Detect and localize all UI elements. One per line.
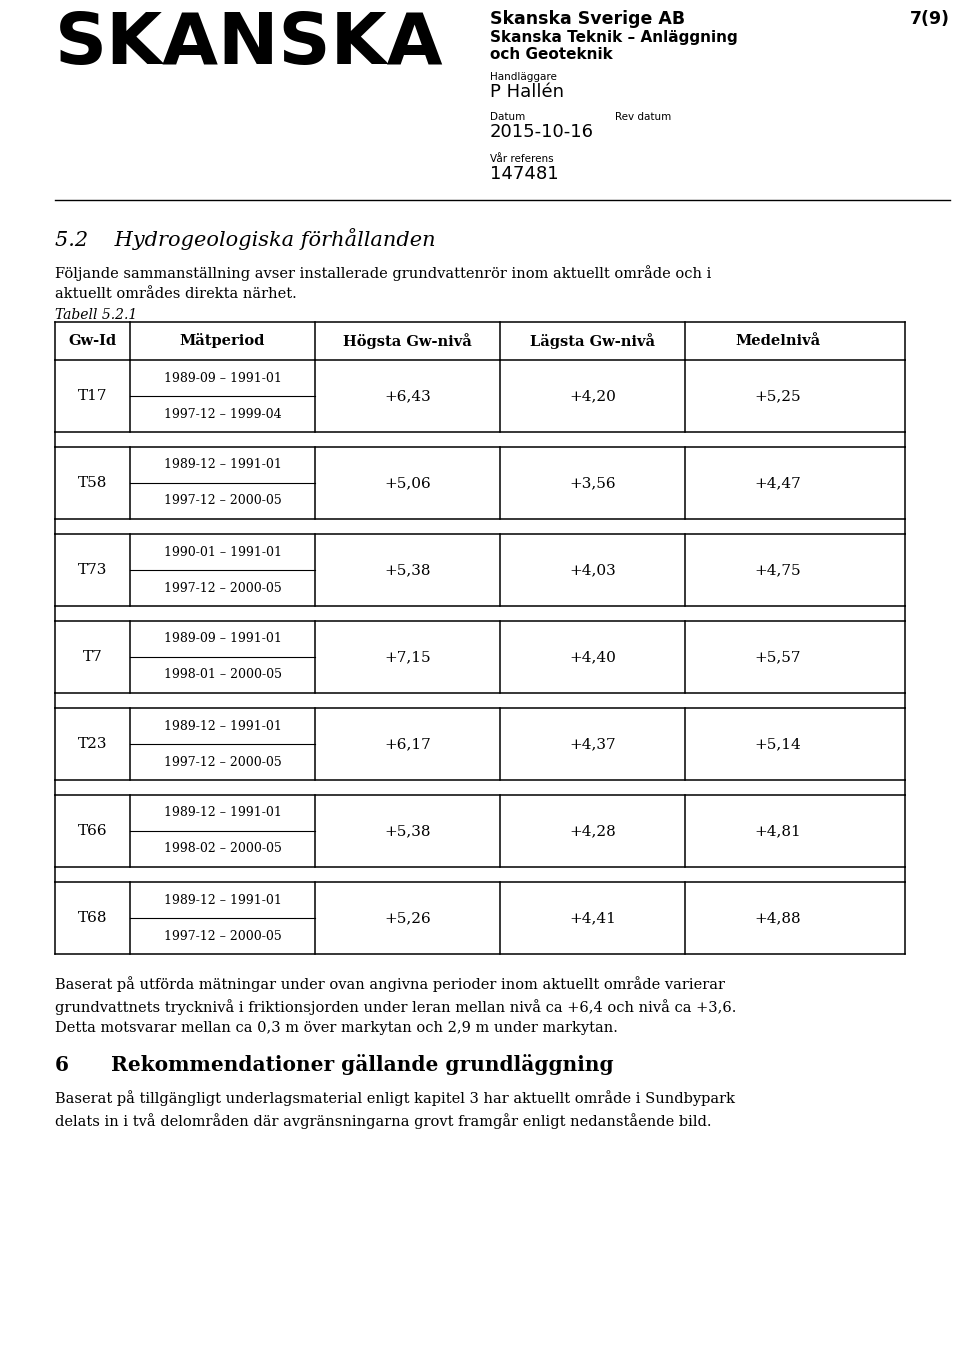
Text: +5,38: +5,38: [384, 563, 431, 578]
Text: P Hallén: P Hallén: [490, 83, 564, 101]
Text: 1997-12 – 1999-04: 1997-12 – 1999-04: [164, 408, 281, 420]
Text: och Geoteknik: och Geoteknik: [490, 48, 612, 63]
Text: 1989-12 – 1991-01: 1989-12 – 1991-01: [163, 458, 281, 472]
Text: 5.2    Hydrogeologiska förhållanden: 5.2 Hydrogeologiska förhållanden: [55, 228, 436, 250]
Text: Baserat på utförda mätningar under ovan angivna perioder inom aktuellt område va: Baserat på utförda mätningar under ovan …: [55, 976, 736, 1036]
Text: 1989-12 – 1991-01: 1989-12 – 1991-01: [163, 719, 281, 733]
Text: +6,17: +6,17: [384, 737, 431, 752]
Text: Medelnivå: Medelnivå: [735, 334, 820, 348]
Text: +4,20: +4,20: [569, 389, 616, 404]
Text: +4,28: +4,28: [569, 824, 616, 839]
Text: +4,40: +4,40: [569, 650, 616, 665]
Text: 1989-09 – 1991-01: 1989-09 – 1991-01: [163, 632, 281, 646]
Text: +4,81: +4,81: [755, 824, 801, 839]
Text: +4,88: +4,88: [755, 911, 801, 925]
Text: 1997-12 – 2000-05: 1997-12 – 2000-05: [163, 930, 281, 943]
Text: +4,37: +4,37: [569, 737, 615, 752]
Text: 1989-09 – 1991-01: 1989-09 – 1991-01: [163, 371, 281, 385]
Text: Vår referens: Vår referens: [490, 154, 554, 164]
Text: +5,14: +5,14: [755, 737, 801, 752]
Text: Lägsta Gw-nivå: Lägsta Gw-nivå: [530, 333, 655, 349]
Text: Högsta Gw-nivå: Högsta Gw-nivå: [343, 333, 472, 349]
Text: +4,03: +4,03: [569, 563, 616, 578]
Text: +4,75: +4,75: [755, 563, 801, 578]
Text: T66: T66: [78, 824, 108, 839]
Text: 1997-12 – 2000-05: 1997-12 – 2000-05: [163, 495, 281, 507]
Text: +5,38: +5,38: [384, 824, 431, 839]
Text: Skanska Teknik – Anläggning: Skanska Teknik – Anläggning: [490, 30, 737, 45]
Text: T73: T73: [78, 563, 108, 578]
Text: T68: T68: [78, 911, 108, 925]
Text: Handläggare: Handläggare: [490, 72, 557, 82]
Text: 1997-12 – 2000-05: 1997-12 – 2000-05: [163, 756, 281, 768]
Text: +3,56: +3,56: [569, 476, 615, 491]
Text: 1990-01 – 1991-01: 1990-01 – 1991-01: [163, 545, 281, 559]
Text: +5,26: +5,26: [384, 911, 431, 925]
Text: Följande sammanställning avser installerade grundvattenrör inom aktuellt område : Följande sammanställning avser installer…: [55, 265, 711, 300]
Text: 1989-12 – 1991-01: 1989-12 – 1991-01: [163, 893, 281, 906]
Text: 1989-12 – 1991-01: 1989-12 – 1991-01: [163, 806, 281, 819]
Text: T17: T17: [78, 389, 108, 404]
Text: +5,57: +5,57: [755, 650, 801, 665]
Text: Gw-Id: Gw-Id: [68, 334, 116, 348]
Text: Mätperiod: Mätperiod: [180, 333, 265, 348]
Text: SKANSKA: SKANSKA: [55, 10, 444, 79]
Text: Datum: Datum: [490, 111, 525, 122]
Text: 2015-10-16: 2015-10-16: [490, 124, 594, 141]
Text: T58: T58: [78, 476, 108, 491]
Text: Skanska Sverige AB: Skanska Sverige AB: [490, 10, 685, 29]
Text: +4,41: +4,41: [569, 911, 616, 925]
Text: 1997-12 – 2000-05: 1997-12 – 2000-05: [163, 582, 281, 594]
Text: +7,15: +7,15: [384, 650, 431, 665]
Text: +5,25: +5,25: [755, 389, 801, 404]
Text: Rev datum: Rev datum: [615, 111, 671, 122]
Text: +5,06: +5,06: [384, 476, 431, 491]
Text: Tabell 5.2.1: Tabell 5.2.1: [55, 308, 137, 322]
Text: 147481: 147481: [490, 164, 559, 183]
Text: T7: T7: [83, 650, 103, 665]
Text: 1998-01 – 2000-05: 1998-01 – 2000-05: [163, 669, 281, 681]
Text: T23: T23: [78, 737, 108, 752]
Text: +4,47: +4,47: [755, 476, 801, 491]
Text: 6      Rekommendationer gällande grundläggning: 6 Rekommendationer gällande grundläggnin…: [55, 1055, 613, 1075]
Text: +6,43: +6,43: [384, 389, 431, 404]
Text: Baserat på tillgängligt underlagsmaterial enligt kapitel 3 har aktuellt område i: Baserat på tillgängligt underlagsmateria…: [55, 1090, 735, 1129]
Text: 7(9): 7(9): [910, 10, 950, 29]
Text: 1998-02 – 2000-05: 1998-02 – 2000-05: [163, 843, 281, 856]
